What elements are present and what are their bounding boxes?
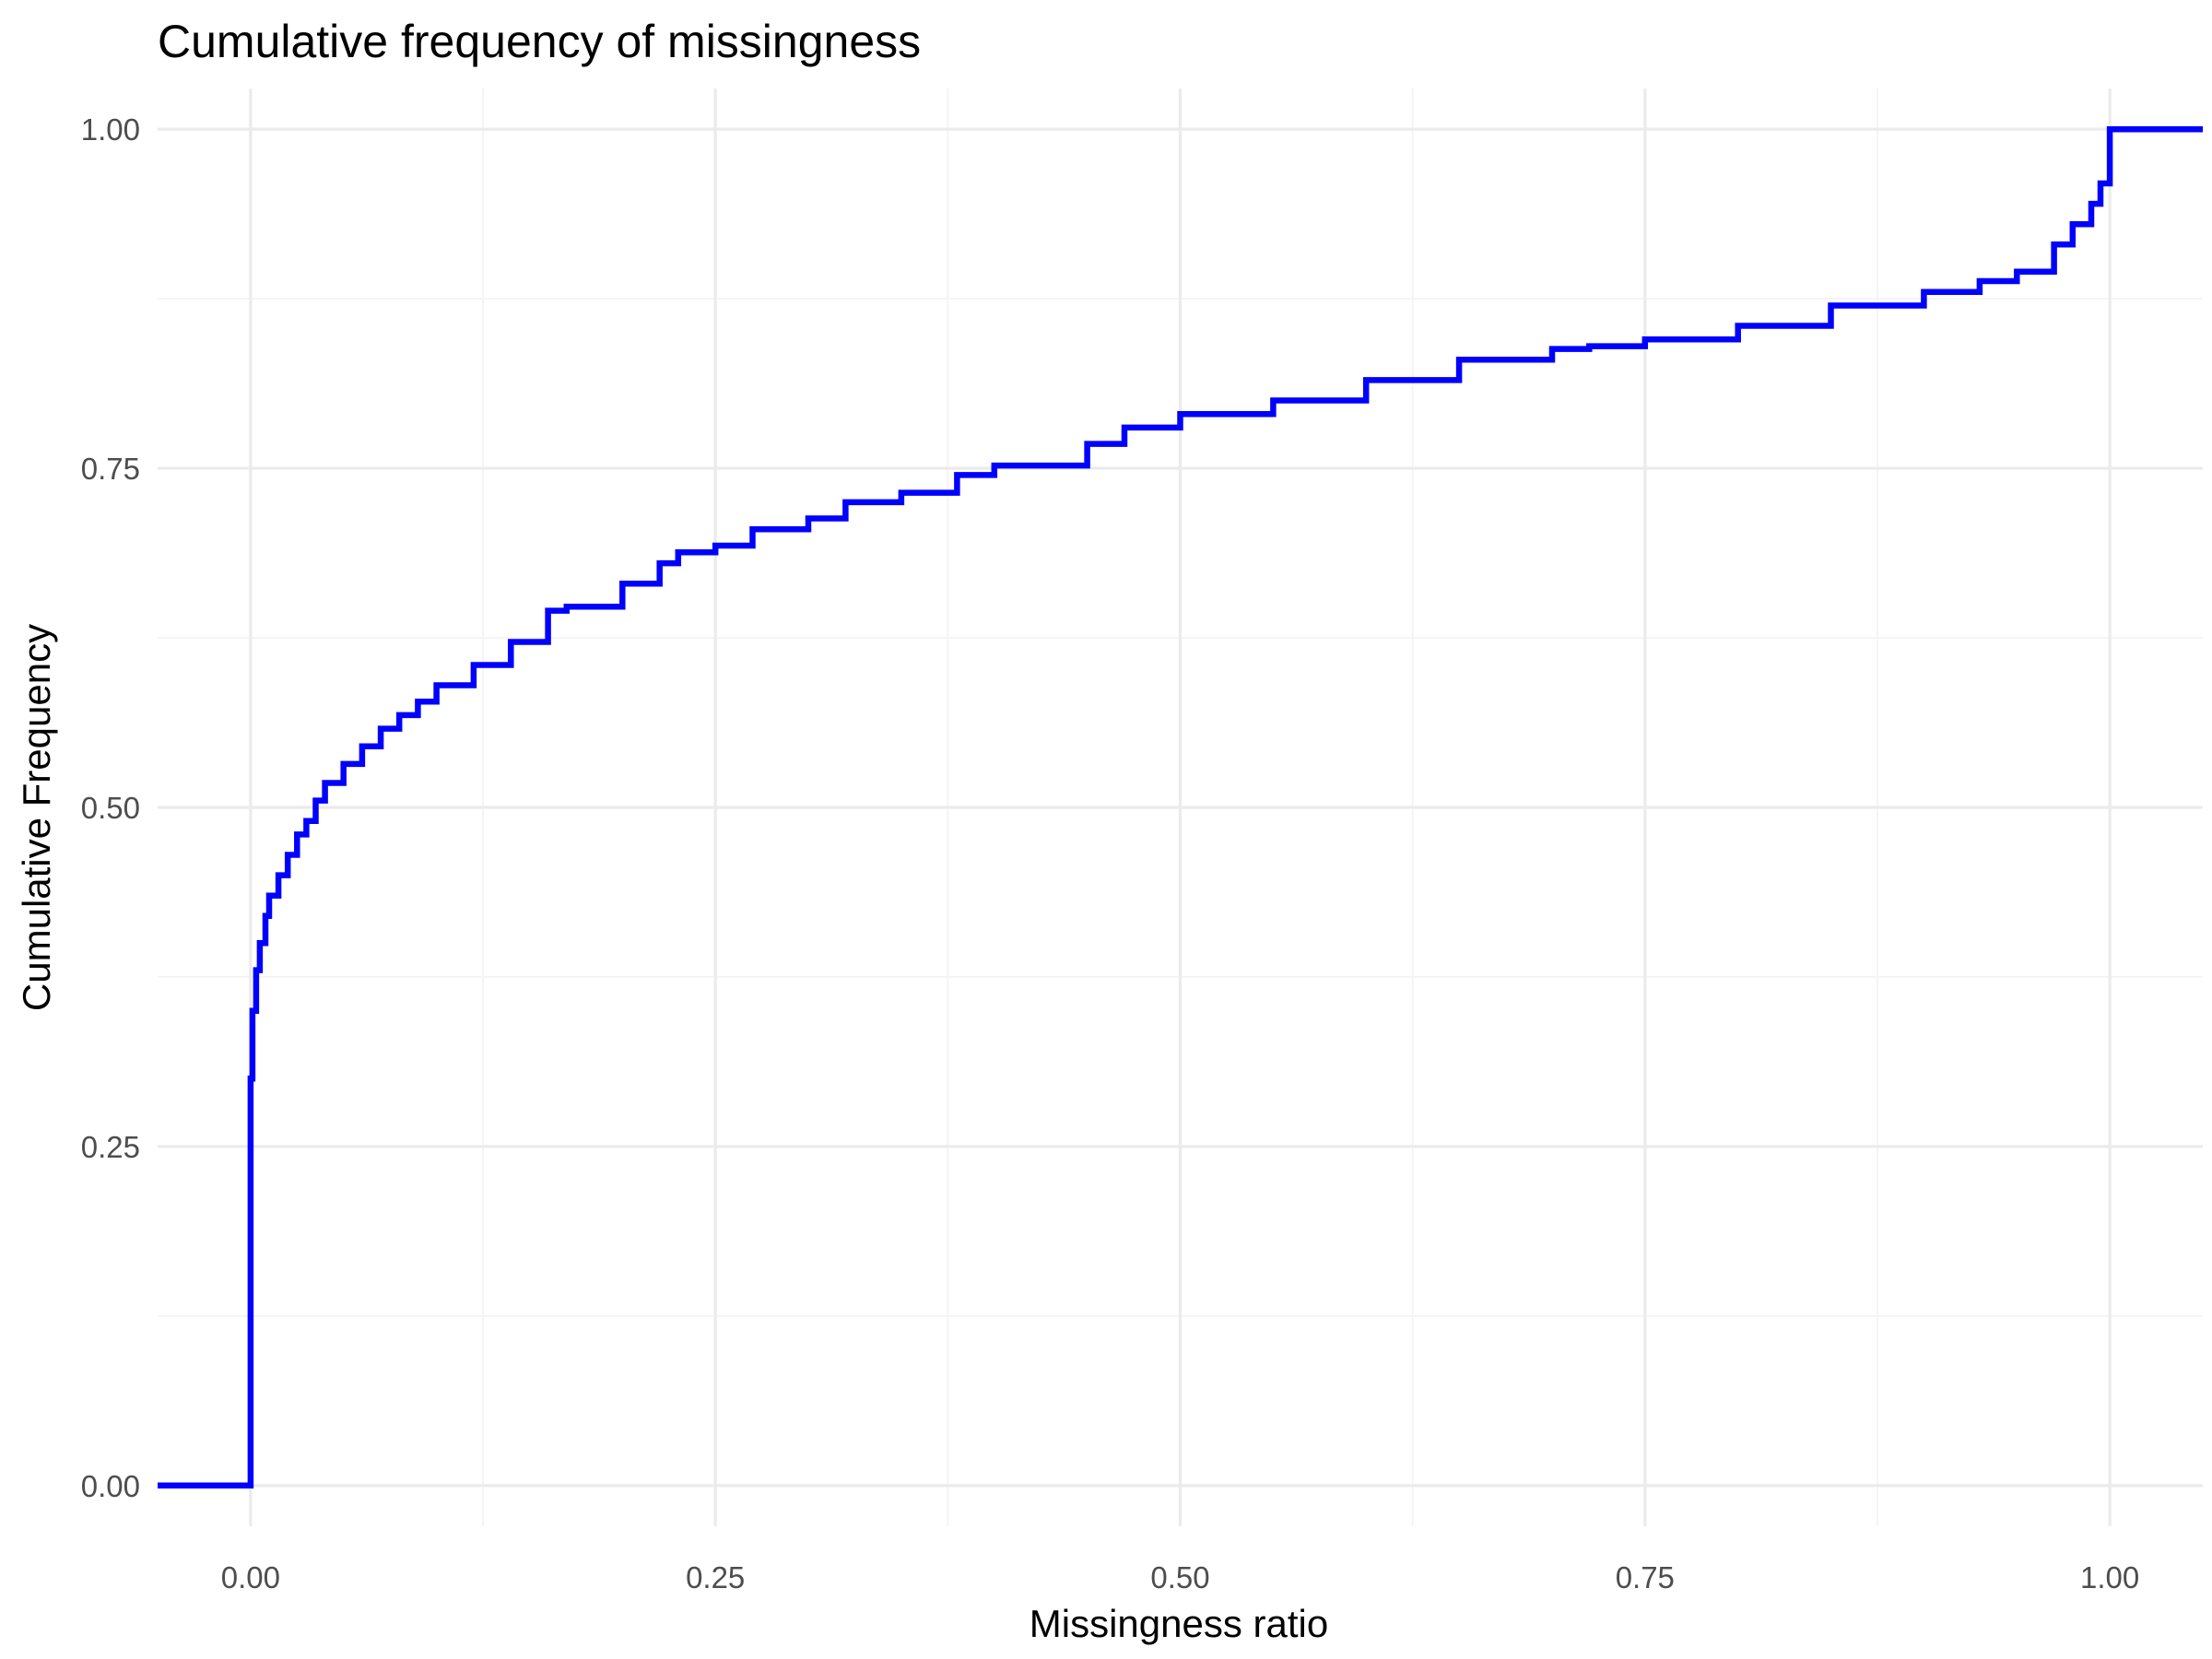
series-layer bbox=[158, 125, 2203, 1489]
x-axis-ticks: 0.00 0.25 0.50 0.75 1.00 bbox=[221, 1560, 2140, 1594]
y-tick-label: 0.50 bbox=[81, 791, 140, 825]
x-tick-label: 0.00 bbox=[221, 1560, 280, 1594]
y-tick-label: 0.25 bbox=[81, 1130, 140, 1164]
y-axis-title: Cumulative Frequency bbox=[15, 624, 58, 1011]
x-tick-label: 0.75 bbox=[1616, 1560, 1675, 1594]
y-tick-label: 0.00 bbox=[81, 1469, 140, 1503]
y-axis-ticks: 0.00 0.25 0.50 0.75 1.00 bbox=[81, 112, 140, 1503]
cdf-step-line bbox=[158, 125, 2203, 1489]
x-tick-label: 0.50 bbox=[1150, 1560, 1209, 1594]
x-tick-label: 1.00 bbox=[2080, 1560, 2139, 1594]
y-tick-label: 1.00 bbox=[81, 112, 140, 147]
y-tick-label: 0.75 bbox=[81, 452, 140, 486]
major-gridlines bbox=[158, 88, 2203, 1526]
chart-title: Cumulative frequency of missingness bbox=[158, 16, 921, 67]
x-axis-title: Missingness ratio bbox=[1030, 1602, 1328, 1645]
x-tick-label: 0.25 bbox=[686, 1560, 745, 1594]
